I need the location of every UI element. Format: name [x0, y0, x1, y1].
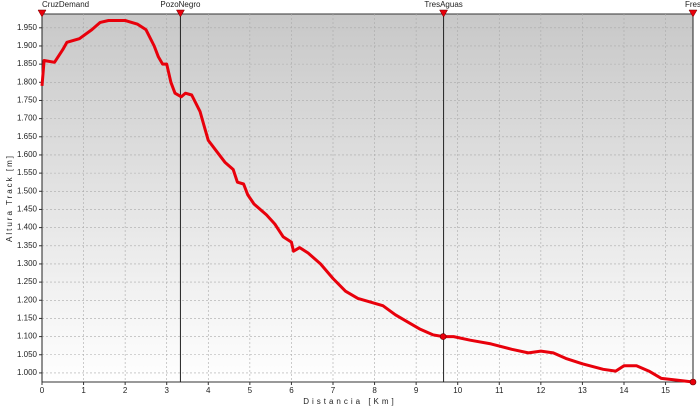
- x-tick-label: 13: [578, 386, 587, 395]
- y-tick-label: 1.950: [17, 23, 38, 32]
- x-tick-label: 10: [453, 386, 462, 395]
- y-tick-label: 1.750: [17, 96, 38, 105]
- x-axis-title: Distancia [Km]: [303, 397, 397, 406]
- y-axis-title: Altura Track [m]: [5, 154, 14, 242]
- y-tick-label: 1.300: [17, 259, 38, 268]
- y-tick-label: 1.900: [17, 41, 38, 50]
- x-tick-label: 11: [495, 386, 504, 395]
- waypoint-label: TresAguas: [424, 0, 462, 9]
- x-tick-label: 0: [40, 386, 45, 395]
- y-tick-label: 1.650: [17, 132, 38, 141]
- x-tick-label: 8: [372, 386, 377, 395]
- waypoint-label: CruzDemand: [42, 0, 89, 9]
- track-point: [689, 378, 697, 386]
- x-tick-label: 7: [331, 386, 336, 395]
- y-tick-label: 1.450: [17, 205, 38, 214]
- elevation-line: [40, 19, 694, 384]
- waypoint-marker: [37, 9, 47, 18]
- x-tick-label: 9: [414, 386, 419, 395]
- y-tick-label: 1.150: [17, 314, 38, 323]
- y-tick-label: 1.800: [17, 77, 38, 86]
- y-tick-label: 1.250: [17, 277, 38, 286]
- x-tick-label: 2: [123, 386, 128, 395]
- y-tick-label: 1.100: [17, 332, 38, 341]
- waypoint-label: Fres: [685, 0, 700, 9]
- waypoint-label: PozoNegro: [160, 0, 201, 9]
- x-tick-label: 14: [620, 386, 629, 395]
- y-tick-label: 1.350: [17, 241, 38, 250]
- track-point: [439, 333, 447, 340]
- x-tick-label: 1: [81, 386, 86, 395]
- y-tick-label: 1.000: [17, 368, 38, 377]
- y-tick-label: 1.700: [17, 114, 38, 123]
- x-tick-label: 3: [164, 386, 169, 395]
- x-tick-label: 5: [248, 386, 253, 395]
- y-tick-label: 1.500: [17, 186, 38, 195]
- plot-area: [41, 13, 694, 383]
- x-tick-label: 6: [289, 386, 294, 395]
- y-tick-label: 1.850: [17, 59, 38, 68]
- y-tick-label: 1.050: [17, 350, 38, 359]
- waypoint-marker: [176, 9, 185, 18]
- x-tick-label: 12: [536, 386, 545, 395]
- y-tick-label: 1.550: [17, 168, 38, 177]
- y-tick-label: 1.600: [17, 150, 38, 159]
- y-tick-label: 1.400: [17, 223, 38, 232]
- x-tick-label: 4: [206, 386, 211, 395]
- x-tick-label: 15: [661, 386, 670, 395]
- y-tick-label: 1.200: [17, 295, 38, 304]
- waypoint-marker: [688, 9, 698, 18]
- waypoint-marker: [439, 9, 449, 18]
